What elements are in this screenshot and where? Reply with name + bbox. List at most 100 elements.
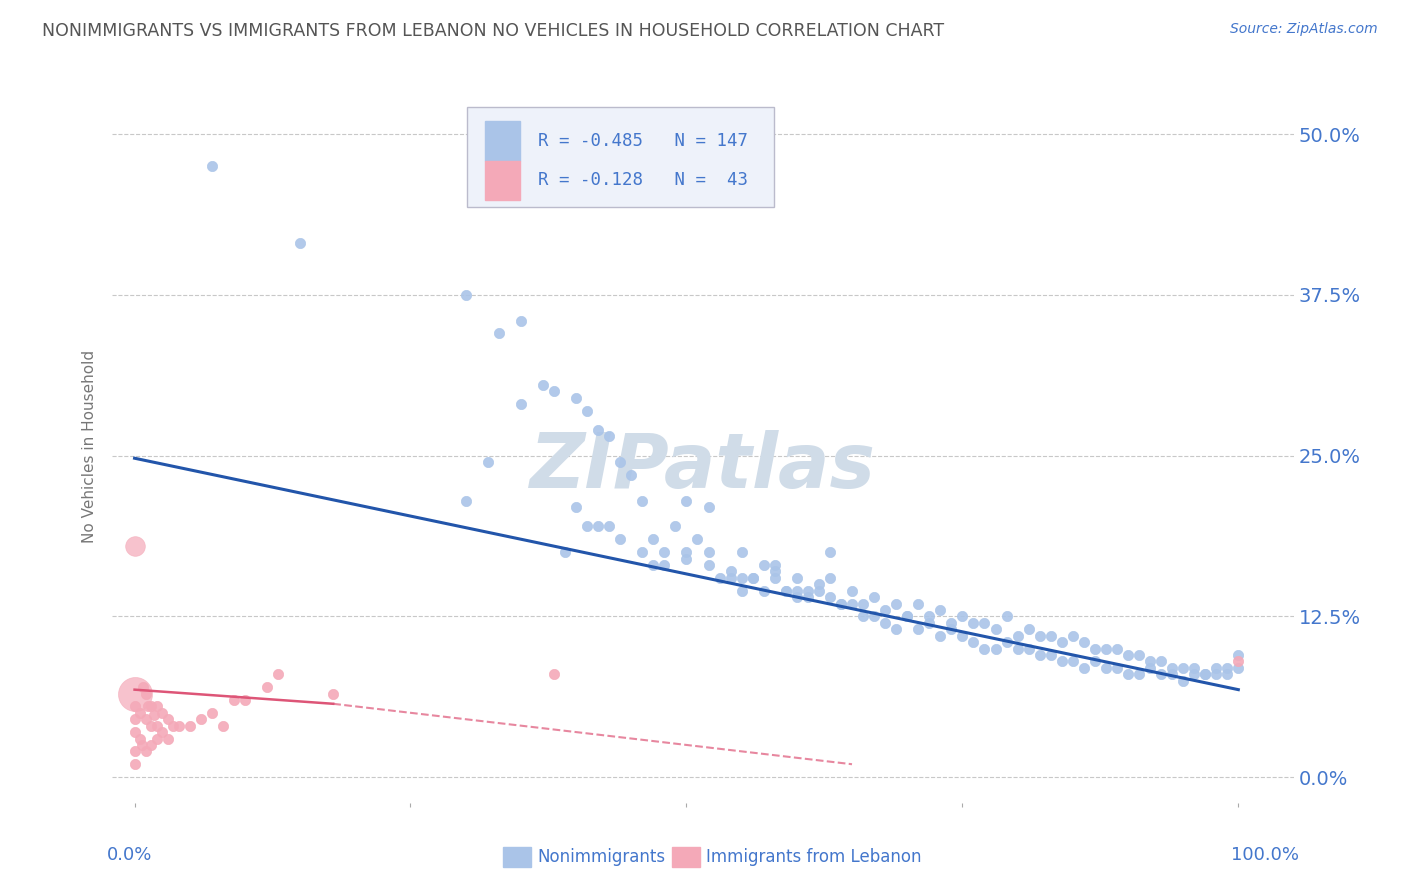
Point [807,577,830,591]
Point [941,622,963,636]
Point [179,719,201,733]
Point [124,757,146,772]
Point [267,667,290,681]
Point [697,558,720,572]
Point [654,545,676,559]
Point [697,545,720,559]
Point [565,391,588,405]
Point [124,712,146,726]
Point [150,725,173,739]
Point [212,719,235,733]
Point [664,519,686,533]
Point [884,622,907,636]
Point [786,590,808,604]
Point [984,622,1007,636]
Point [543,384,565,399]
FancyBboxPatch shape [467,107,773,207]
Point [322,686,344,700]
Point [1062,654,1084,668]
Point [150,706,173,720]
Point [984,641,1007,656]
Point [875,615,897,630]
Text: ZIPatlas: ZIPatlas [530,431,876,504]
Point [145,719,167,733]
Point [863,590,886,604]
Point [162,719,184,733]
Point [136,699,159,714]
Point [654,558,676,572]
Point [852,597,875,611]
Point [1018,641,1040,656]
Point [752,558,775,572]
Point [1161,661,1184,675]
Point [730,545,752,559]
Point [201,706,224,720]
Point [1194,667,1216,681]
Point [586,519,609,533]
Point [124,686,146,700]
Point [1128,667,1150,681]
Point [139,719,162,733]
Point [256,680,278,694]
Point [531,378,554,392]
Point [896,609,918,624]
Point [156,712,179,726]
Point [863,609,886,624]
Point [554,545,576,559]
Point [139,699,162,714]
Point [1018,622,1040,636]
Point [1227,654,1250,668]
Point [741,571,763,585]
Point [675,551,697,566]
Point [841,597,863,611]
Point [135,744,157,758]
Point [1128,648,1150,662]
Point [131,738,153,752]
Point [830,597,852,611]
Point [1050,654,1073,668]
Point [950,609,973,624]
Point [1073,661,1095,675]
Point [709,571,731,585]
Point [1161,667,1184,681]
Point [1216,661,1239,675]
Point [818,571,841,585]
Point [1116,648,1139,662]
Point [129,731,152,746]
Point [818,545,841,559]
Point [1171,661,1194,675]
Text: Source: ZipAtlas.com: Source: ZipAtlas.com [1230,22,1378,37]
Point [156,731,179,746]
Point [675,545,697,559]
Point [576,403,599,417]
Point [1095,661,1118,675]
Point [852,609,875,624]
Point [631,545,654,559]
Point [1194,667,1216,681]
Point [124,725,146,739]
Point [543,667,565,681]
Point [132,680,155,694]
Point [1139,654,1161,668]
Point [830,597,852,611]
Point [1216,667,1239,681]
Point [1182,667,1205,681]
Point [233,693,256,707]
Point [1007,629,1029,643]
Point [995,609,1018,624]
FancyBboxPatch shape [485,161,520,200]
Point [752,583,775,598]
Point [730,583,752,598]
Y-axis label: No Vehicles in Household: No Vehicles in Household [82,350,97,542]
Point [973,615,995,630]
Point [576,519,599,533]
Point [675,493,697,508]
Point [631,493,654,508]
Point [190,712,212,726]
Point [907,622,929,636]
Text: R = -0.485   N = 147: R = -0.485 N = 147 [537,132,748,150]
Point [1062,629,1084,643]
Point [962,635,984,649]
Point [907,597,929,611]
Point [763,558,786,572]
